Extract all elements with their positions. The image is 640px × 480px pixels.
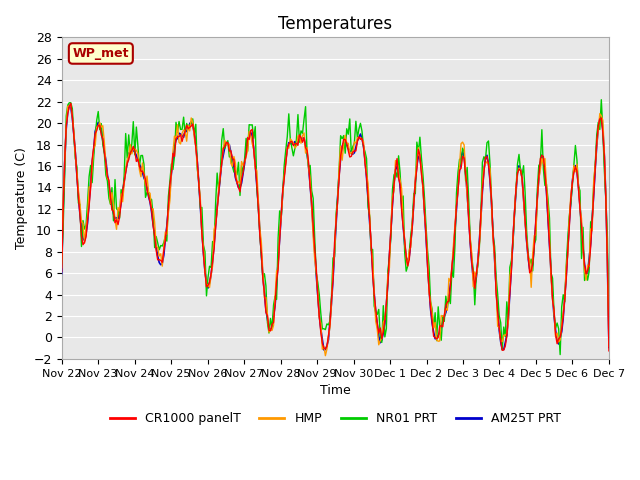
Title: Temperatures: Temperatures — [278, 15, 392, 33]
X-axis label: Time: Time — [320, 384, 351, 397]
Legend: CR1000 panelT, HMP, NR01 PRT, AM25T PRT: CR1000 panelT, HMP, NR01 PRT, AM25T PRT — [105, 407, 566, 430]
Y-axis label: Temperature (C): Temperature (C) — [15, 147, 28, 249]
Text: WP_met: WP_met — [72, 47, 129, 60]
